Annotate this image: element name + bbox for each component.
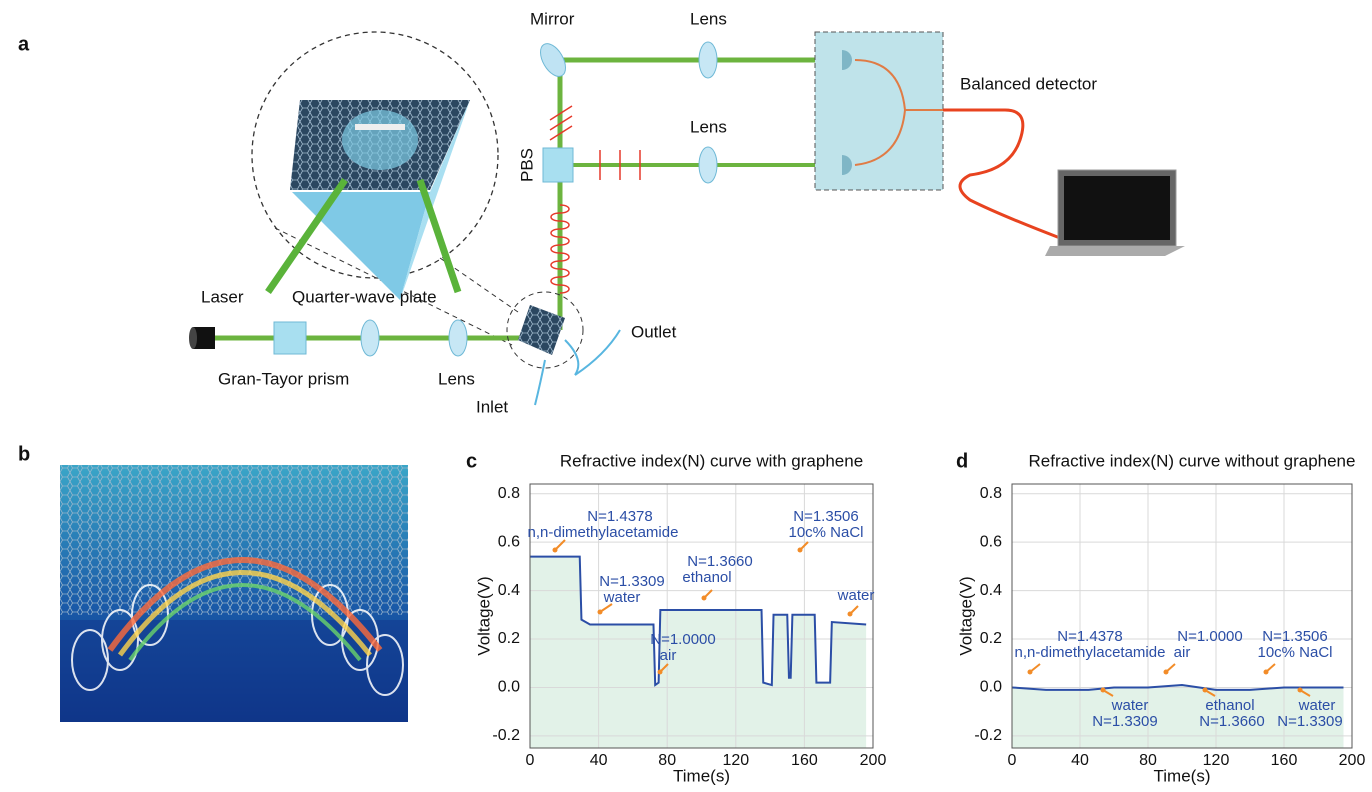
- annotation: N=1.3506: [1262, 628, 1327, 645]
- x-tick-label: 160: [791, 752, 818, 769]
- arrow-head: [1298, 688, 1303, 693]
- annotation: N=1.3660: [687, 553, 752, 570]
- annotation: N=1.0000: [650, 631, 715, 648]
- y-tick-label: 0.8: [498, 485, 520, 502]
- x-tick-label: 200: [860, 752, 887, 769]
- x-tick-label: 200: [1339, 752, 1366, 769]
- annotation: N=1.4378: [1057, 628, 1122, 645]
- annotation: water: [1298, 697, 1336, 714]
- y-tick-label: 0.2: [498, 630, 520, 647]
- y-tick-label: 0.0: [498, 679, 520, 696]
- y-axis-label: Voltage(V): [956, 576, 975, 655]
- arrow-head: [1264, 670, 1269, 675]
- annotation: water: [837, 587, 875, 604]
- arrow-head: [798, 548, 803, 553]
- label: Lens: [690, 117, 727, 136]
- panel-label: d: [956, 450, 968, 472]
- label: Gran-Tayor prism: [218, 369, 349, 388]
- arrow-head: [848, 612, 853, 617]
- figure: a b c d Laser Quarter-wave plate Gran-Ta…: [0, 0, 1372, 787]
- label: Lens: [690, 9, 727, 28]
- label: Quarter-wave plate: [292, 287, 437, 306]
- chart-title: Refractive index(N) curve with graphene: [560, 451, 863, 470]
- panel-label: a: [18, 33, 30, 55]
- arrow-head: [553, 548, 558, 553]
- annotation: ethanol: [1205, 697, 1254, 714]
- annotation: ethanol: [682, 569, 731, 586]
- x-tick-label: 0: [526, 752, 535, 769]
- y-tick-label: 0.2: [980, 630, 1002, 647]
- y-tick-label: -0.2: [492, 727, 520, 744]
- label: Balanced detector: [960, 74, 1097, 93]
- y-tick-label: 0.4: [498, 582, 520, 599]
- x-tick-label: 160: [1271, 752, 1298, 769]
- annotation: N=1.3660: [1199, 713, 1264, 730]
- annotation: n,n-dimethylacetamide: [1015, 644, 1166, 661]
- x-tick-label: 0: [1008, 752, 1017, 769]
- x-tick-label: 40: [1071, 752, 1089, 769]
- y-tick-label: 0.8: [980, 485, 1002, 502]
- x-tick-label: 40: [590, 752, 608, 769]
- annotation: N=1.3506: [793, 508, 858, 525]
- arrow-head: [1164, 670, 1169, 675]
- arrow-head: [658, 670, 663, 675]
- illustration: [60, 465, 408, 722]
- label: Inlet: [476, 397, 508, 416]
- x-axis-label: Time(s): [673, 766, 730, 785]
- label: PBS: [517, 148, 536, 182]
- annotation: N=1.4378: [587, 508, 652, 525]
- label: Lens: [438, 369, 475, 388]
- annotation: n,n-dimethylacetamide: [528, 524, 679, 541]
- annotation: N=1.3309: [599, 573, 664, 590]
- y-tick-label: 0.0: [980, 679, 1002, 696]
- y-tick-label: 0.4: [980, 582, 1002, 599]
- y-tick-label: 0.6: [980, 533, 1002, 550]
- panel-label: c: [466, 450, 477, 472]
- label: Mirror: [530, 9, 575, 28]
- annotation: 10c% NaCl: [1257, 644, 1332, 661]
- annotation: 10c% NaCl: [788, 524, 863, 541]
- arrow-head: [702, 596, 707, 601]
- annotation: water: [603, 589, 641, 606]
- arrow-head: [598, 610, 603, 615]
- annotation: air: [1174, 644, 1191, 661]
- arrow-head: [1101, 688, 1106, 693]
- y-tick-label: 0.6: [498, 533, 520, 550]
- annotation: N=1.0000: [1177, 628, 1242, 645]
- arrow-head: [1203, 688, 1208, 693]
- y-axis-label: Voltage(V): [474, 576, 493, 655]
- label: Outlet: [631, 322, 677, 341]
- annotation: air: [660, 647, 677, 664]
- y-tick-label: -0.2: [974, 727, 1002, 744]
- x-axis-label: Time(s): [1154, 766, 1211, 785]
- annotation: N=1.3309: [1277, 713, 1342, 730]
- panel-label: b: [18, 443, 30, 465]
- label: Laser: [201, 287, 244, 306]
- annotation: water: [1111, 697, 1149, 714]
- setup-diagram: Laser Quarter-wave plate Gran-Tayor pris…: [189, 9, 1185, 416]
- arrow-head: [1028, 670, 1033, 675]
- chart-title: Refractive index(N) curve without graphe…: [1029, 451, 1356, 470]
- annotation: N=1.3309: [1092, 713, 1157, 730]
